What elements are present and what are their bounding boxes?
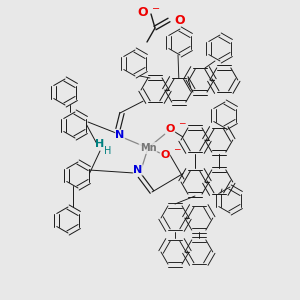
Text: N: N bbox=[116, 130, 124, 140]
Text: −: − bbox=[173, 145, 181, 154]
Text: −: − bbox=[178, 118, 185, 127]
Text: O: O bbox=[165, 124, 175, 134]
Text: Mn: Mn bbox=[140, 143, 156, 153]
Text: N: N bbox=[134, 165, 142, 175]
Text: H: H bbox=[104, 146, 112, 156]
Text: −: − bbox=[152, 4, 160, 14]
Text: O: O bbox=[160, 150, 170, 160]
Text: H: H bbox=[95, 139, 105, 149]
Text: O: O bbox=[138, 7, 148, 20]
Text: O: O bbox=[174, 14, 184, 26]
